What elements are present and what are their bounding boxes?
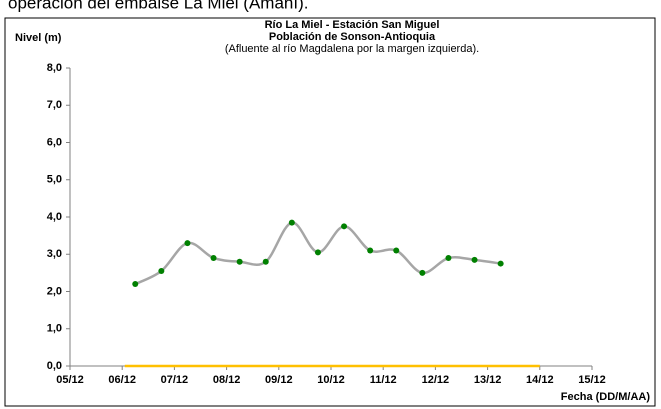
x-tick-label: 15/12 <box>578 374 606 386</box>
data-point <box>158 268 165 275</box>
x-tick-label: 11/12 <box>370 374 397 386</box>
y-tick-label: 7,0 <box>47 99 62 111</box>
data-point <box>236 258 243 265</box>
caption: operación del embalse La Miel (Amaní). <box>8 0 308 12</box>
chart-note: (Afluente al río Magdalena por la margen… <box>225 43 479 55</box>
x-tick-label: 06/12 <box>108 374 136 386</box>
data-point <box>393 247 400 254</box>
chart-subtitle: Población de Sonson-Antioquia <box>269 31 436 43</box>
data-point <box>132 281 139 288</box>
x-tick-label: 08/12 <box>213 374 241 386</box>
x-tick-label: 07/12 <box>161 374 189 386</box>
y-tick-label: 5,0 <box>47 174 62 186</box>
y-tick-label: 6,0 <box>47 136 62 148</box>
chart-border <box>4 17 656 407</box>
y-tick-label: 4,0 <box>47 211 62 223</box>
x-tick-label: 14/12 <box>526 374 554 386</box>
x-axis-label: Fecha (DD/M/AA) <box>561 391 651 403</box>
y-axis-label: Nivel (m) <box>15 32 62 44</box>
y-tick-label: 3,0 <box>47 248 62 260</box>
x-tick-label: 10/12 <box>317 374 345 386</box>
y-tick-label: 0,0 <box>47 360 62 372</box>
data-point <box>471 256 478 263</box>
data-point <box>445 254 452 261</box>
x-tick-label: 12/12 <box>422 374 450 386</box>
data-point <box>262 258 269 265</box>
x-tick-label: 09/12 <box>265 374 293 386</box>
data-point <box>314 249 321 256</box>
chart-title: Río La Miel - Estación San Miguel <box>265 19 440 31</box>
data-point <box>210 254 217 261</box>
y-tick-label: 2,0 <box>47 285 62 297</box>
data-point <box>341 223 348 230</box>
x-tick-label: 13/12 <box>474 374 502 386</box>
data-point <box>497 260 504 267</box>
data-point <box>184 240 191 247</box>
data-point <box>288 219 295 226</box>
y-tick-label: 8,0 <box>47 62 62 74</box>
x-tick-label: 05/12 <box>56 374 84 386</box>
data-point <box>367 247 374 254</box>
data-point <box>419 269 426 276</box>
y-tick-label: 1,0 <box>47 323 62 335</box>
